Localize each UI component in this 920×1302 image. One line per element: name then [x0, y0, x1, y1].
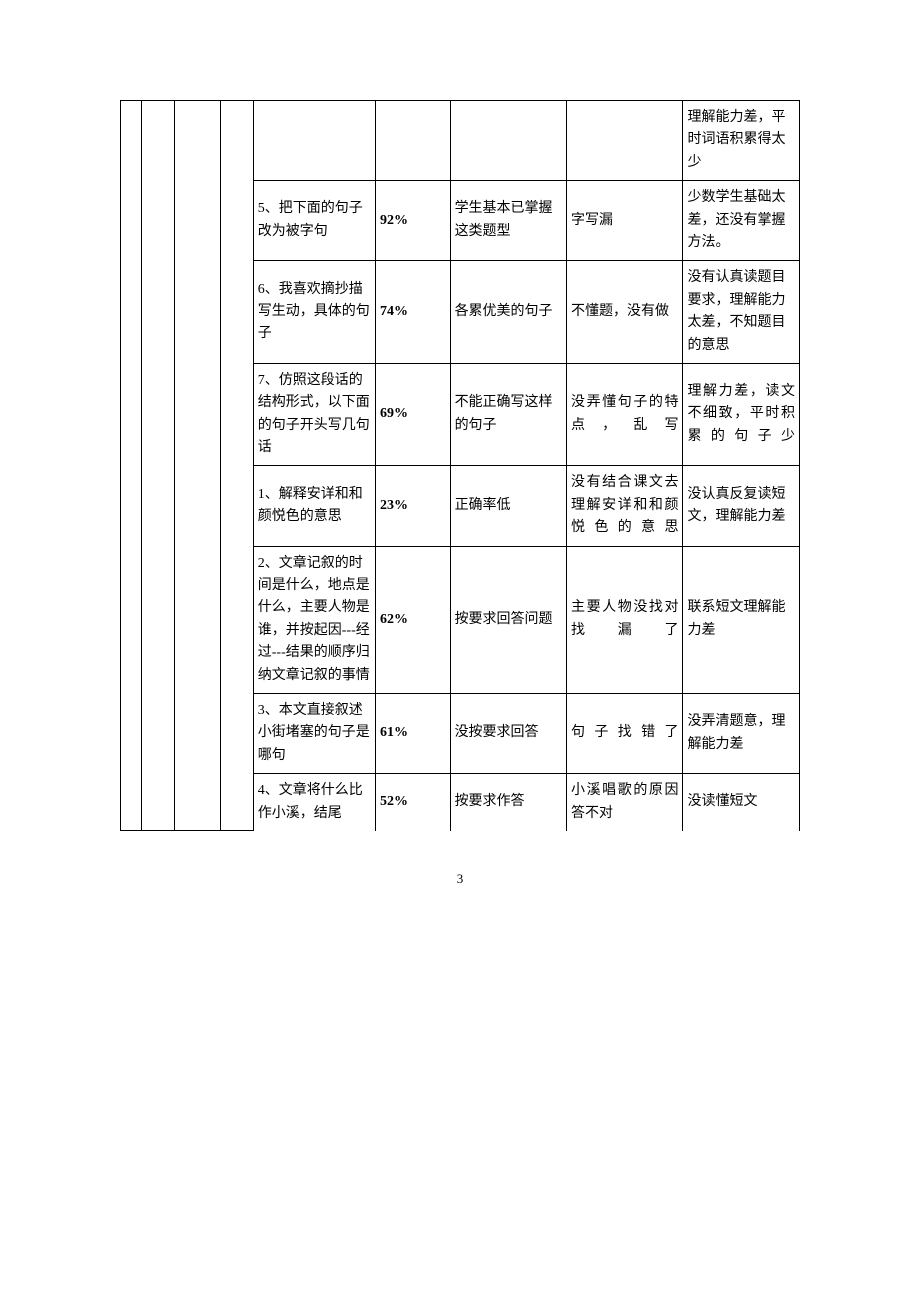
comment-cell: 联系短文理解能力差	[683, 546, 800, 693]
percent-cell: 61%	[376, 693, 451, 773]
table-row: 理解能力差，平时词语积累得太少	[121, 101, 800, 181]
comment-cell: 各累优美的句子	[450, 261, 566, 364]
percent-cell: 23%	[376, 466, 451, 546]
page-number: 3	[120, 871, 800, 887]
desc-cell	[253, 101, 375, 181]
comment-cell: 正确率低	[450, 466, 566, 546]
comment-cell: 句子找错了	[567, 693, 683, 773]
desc-cell: 4、文章将什么比作小溪，结尾	[253, 774, 375, 831]
comment-cell: 没有认真读题目要求，理解能力太差，不知题目的意思	[683, 261, 800, 364]
blank-cell	[221, 101, 254, 831]
comment-cell: 没弄懂句子的特点，乱写	[567, 363, 683, 466]
comment-cell: 不能正确写这样的句子	[450, 363, 566, 466]
comment-cell	[450, 101, 566, 181]
desc-cell: 2、文章记叙的时间是什么，地点是什么，主要人物是谁，并按起因---经过---结果…	[253, 546, 375, 693]
percent-cell: 69%	[376, 363, 451, 466]
desc-cell: 7、仿照这段话的结构形式，以下面的句子开头写几句话	[253, 363, 375, 466]
comment-cell: 没有结合课文去理解安详和和颜悦色的意思	[567, 466, 683, 546]
blank-cell	[141, 101, 174, 831]
comment-cell: 没认真反复读短文，理解能力差	[683, 466, 800, 546]
comment-cell: 少数学生基础太差，还没有掌握方法。	[683, 181, 800, 261]
document-table: 理解能力差，平时词语积累得太少 5、把下面的句子改为被字句 92% 学生基本已掌…	[120, 100, 800, 831]
comment-cell: 不懂题，没有做	[567, 261, 683, 364]
desc-cell: 3、本文直接叙述小街堵塞的句子是哪句	[253, 693, 375, 773]
comment-cell: 没按要求回答	[450, 693, 566, 773]
blank-cell	[174, 101, 221, 831]
blank-cell	[121, 101, 142, 831]
comment-cell: 字写漏	[567, 181, 683, 261]
comment-cell	[567, 101, 683, 181]
percent-cell	[376, 101, 451, 181]
comment-cell: 小溪唱歌的原因答不对	[567, 774, 683, 831]
comment-cell: 没弄清题意，理解能力差	[683, 693, 800, 773]
comment-cell: 按要求作答	[450, 774, 566, 831]
desc-cell: 1、解释安详和和颜悦色的意思	[253, 466, 375, 546]
percent-cell: 62%	[376, 546, 451, 693]
comment-cell: 没读懂短文	[683, 774, 800, 831]
comment-cell: 主要人物没找对找漏了	[567, 546, 683, 693]
percent-cell: 52%	[376, 774, 451, 831]
desc-cell: 6、我喜欢摘抄描写生动，具体的句子	[253, 261, 375, 364]
desc-cell: 5、把下面的句子改为被字句	[253, 181, 375, 261]
comment-cell: 理解能力差，平时词语积累得太少	[683, 101, 800, 181]
comment-cell: 按要求回答问题	[450, 546, 566, 693]
percent-cell: 92%	[376, 181, 451, 261]
percent-cell: 74%	[376, 261, 451, 364]
comment-cell: 理解力差，读文不细致，平时积累的句子少	[683, 363, 800, 466]
comment-cell: 学生基本已掌握这类题型	[450, 181, 566, 261]
